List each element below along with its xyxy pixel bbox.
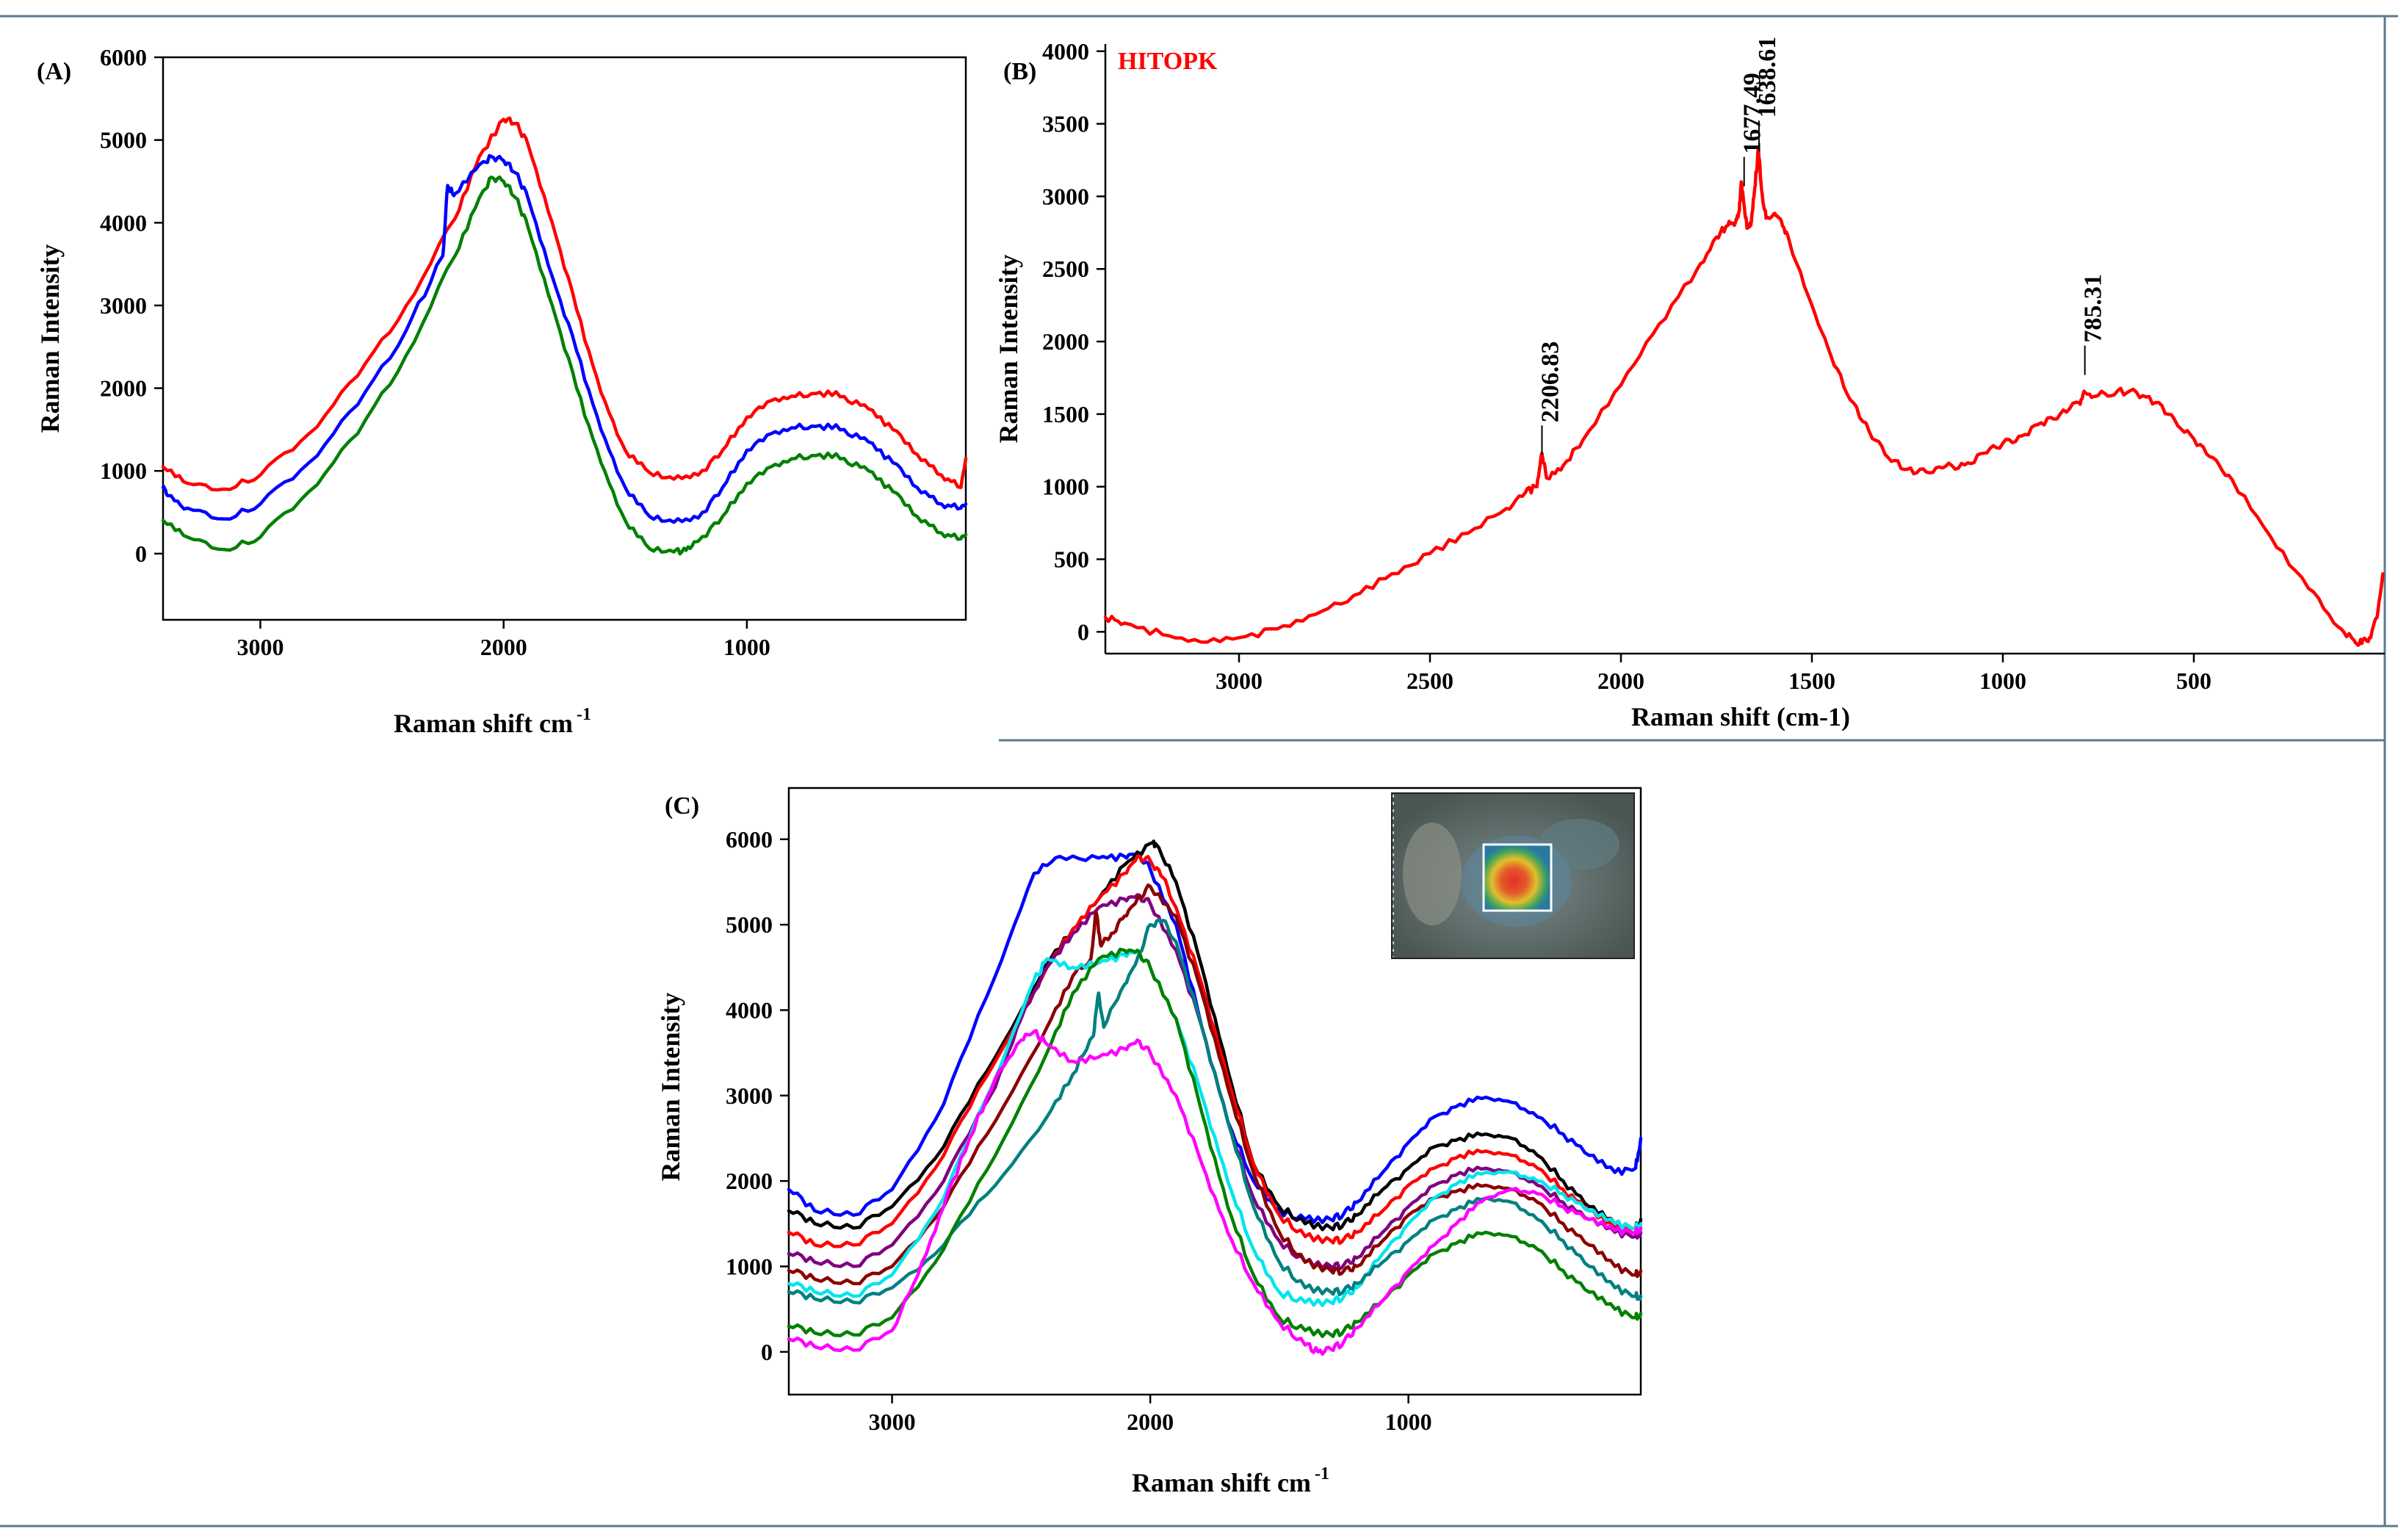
panel-c-series-teal	[787, 917, 1643, 1305]
panel-a-x-axis-label-superscript: -1	[577, 705, 591, 724]
panel-b-y-ticks: 0 500 1000 1500 2000 2500 3000 3500 4000	[1042, 38, 1105, 645]
panel-a-y-tick-label: 3000	[100, 292, 147, 319]
panel-a-y-ticks: 0 1000 2000 3000 4000 5000 6000	[100, 44, 163, 567]
panel-b-x-ticks: 3000 2500 2000 1500 1000 500	[1216, 654, 2211, 694]
panel-a-y-tick-label: 4000	[100, 209, 147, 236]
panel-a-plot-area	[162, 56, 967, 621]
panel-b-label: (B)	[1003, 58, 1036, 85]
panel-a-series-blue	[161, 153, 968, 524]
panel-b-peak-label: 1638.61	[1754, 37, 1781, 118]
panel-c-plot-area	[787, 787, 1642, 1396]
panel-a-label: (A)	[37, 58, 71, 85]
panel-b-peak-label: 1677.49	[1739, 73, 1766, 154]
panel-b-peak-label: 785.31	[2080, 274, 2107, 343]
panel-b-series	[1103, 146, 2385, 647]
panel-b-y-tick-label: 0	[1077, 618, 1089, 645]
panel-a: (A) 0 1000 2000 3000 4000 5000 6000 3000 2000 10…	[35, 44, 968, 738]
panel-a-x-ticks: 3000 2000 1000	[236, 620, 770, 660]
panel-c-y-tick-label: 2000	[726, 1168, 773, 1194]
panel-b-x-tick-label: 1000	[1979, 668, 2026, 694]
panel-c-series-cyan	[787, 948, 1643, 1307]
panel-c-x-tick-label: 2000	[1127, 1409, 1174, 1435]
panel-b-y-tick-label: 3000	[1042, 183, 1089, 209]
panel-b-x-tick-label: 3000	[1216, 668, 1263, 694]
panel-c-y-tick-label: 3000	[726, 1082, 773, 1109]
panel-a-series-red	[161, 116, 968, 492]
panel-b-y-tick-label: 2500	[1042, 256, 1089, 282]
panel-c-x-tick-label: 3000	[869, 1409, 916, 1435]
panel-c-series	[787, 839, 1643, 1356]
panel-b-y-tick-label: 1500	[1042, 401, 1089, 427]
panel-c-y-tick-label: 5000	[726, 911, 773, 938]
panel-b-x-axis-label: Raman shift (cm-1)	[1631, 702, 1850, 731]
panel-a-series	[161, 116, 968, 556]
panel-a-y-tick-label: 5000	[100, 127, 147, 153]
panel-b-x-tick-label: 2000	[1597, 668, 1644, 694]
panel-c-y-tick-label: 1000	[726, 1253, 773, 1279]
panel-b: (B) HITOPK 0 500 1000 1500 2000 2500 3000 3500 4…	[994, 37, 2385, 731]
panel-c-y-tick-label: 6000	[726, 826, 773, 853]
panel-b-y-tick-label: 1000	[1042, 474, 1089, 500]
panel-c-x-tick-label: 1000	[1385, 1409, 1432, 1435]
panel-a-x-axis-label: Raman shift cm	[394, 709, 573, 738]
panel-b-y-tick-label: 4000	[1042, 38, 1089, 65]
panel-a-y-tick-label: 6000	[100, 44, 147, 71]
panel-b-x-tick-label: 500	[2176, 668, 2211, 694]
panel-b-peak-label: 2206.83	[1536, 341, 1564, 423]
panel-c-inset-image	[1391, 792, 1635, 959]
panel-b-x-tick-label: 2500	[1406, 668, 1453, 694]
inset-selection-box	[1482, 843, 1553, 912]
panel-b-y-tick-label: 3500	[1042, 111, 1089, 137]
panel-a-y-axis-label: Raman Intensity	[35, 244, 65, 433]
panel-c-x-axis-label-superscript: -1	[1315, 1464, 1329, 1483]
panel-a-x-tick-label: 3000	[236, 634, 284, 660]
panel-c-series-blue	[787, 850, 1643, 1224]
panel-a-x-tick-label: 1000	[723, 634, 770, 660]
panel-b-y-axis-label: Raman Intensity	[994, 254, 1023, 443]
panel-a-x-tick-label: 2000	[480, 634, 527, 660]
panel-b-y-tick-label: 2000	[1042, 328, 1089, 355]
panel-c-series-purple	[787, 893, 1643, 1271]
panel-a-y-tick-label: 2000	[100, 375, 147, 402]
panel-c-y-ticks: 0 1000 2000 3000 4000 5000 6000	[726, 826, 789, 1365]
panel-c-series-magenta	[787, 1029, 1643, 1356]
panel-a-y-tick-label: 0	[135, 541, 147, 567]
panel-c-series-green	[787, 947, 1643, 1339]
panel-c-label: (C)	[665, 792, 699, 820]
panel-b-series-HITOPK	[1103, 146, 2385, 647]
panel-c-y-axis-label: Raman Intensity	[656, 992, 685, 1181]
panel-c-x-ticks: 3000 2000 1000	[869, 1395, 1432, 1435]
panel-b-y-tick-label: 500	[1054, 546, 1089, 573]
panel-c-series-black	[787, 839, 1643, 1232]
panel-a-series-green	[161, 175, 968, 556]
panel-c-y-tick-label: 4000	[726, 997, 773, 1023]
panel-a-y-tick-label: 1000	[100, 458, 147, 484]
panel-c: (C) 0 1000 2000 3000 4000 5000 6000 3000 2000 10…	[656, 787, 1643, 1497]
panel-b-title: HITOPK	[1118, 48, 1218, 75]
panel-c-y-tick-label: 0	[761, 1339, 773, 1365]
panel-b-x-tick-label: 1500	[1788, 668, 1835, 694]
panel-c-x-axis-label: Raman shift cm	[1132, 1468, 1311, 1497]
